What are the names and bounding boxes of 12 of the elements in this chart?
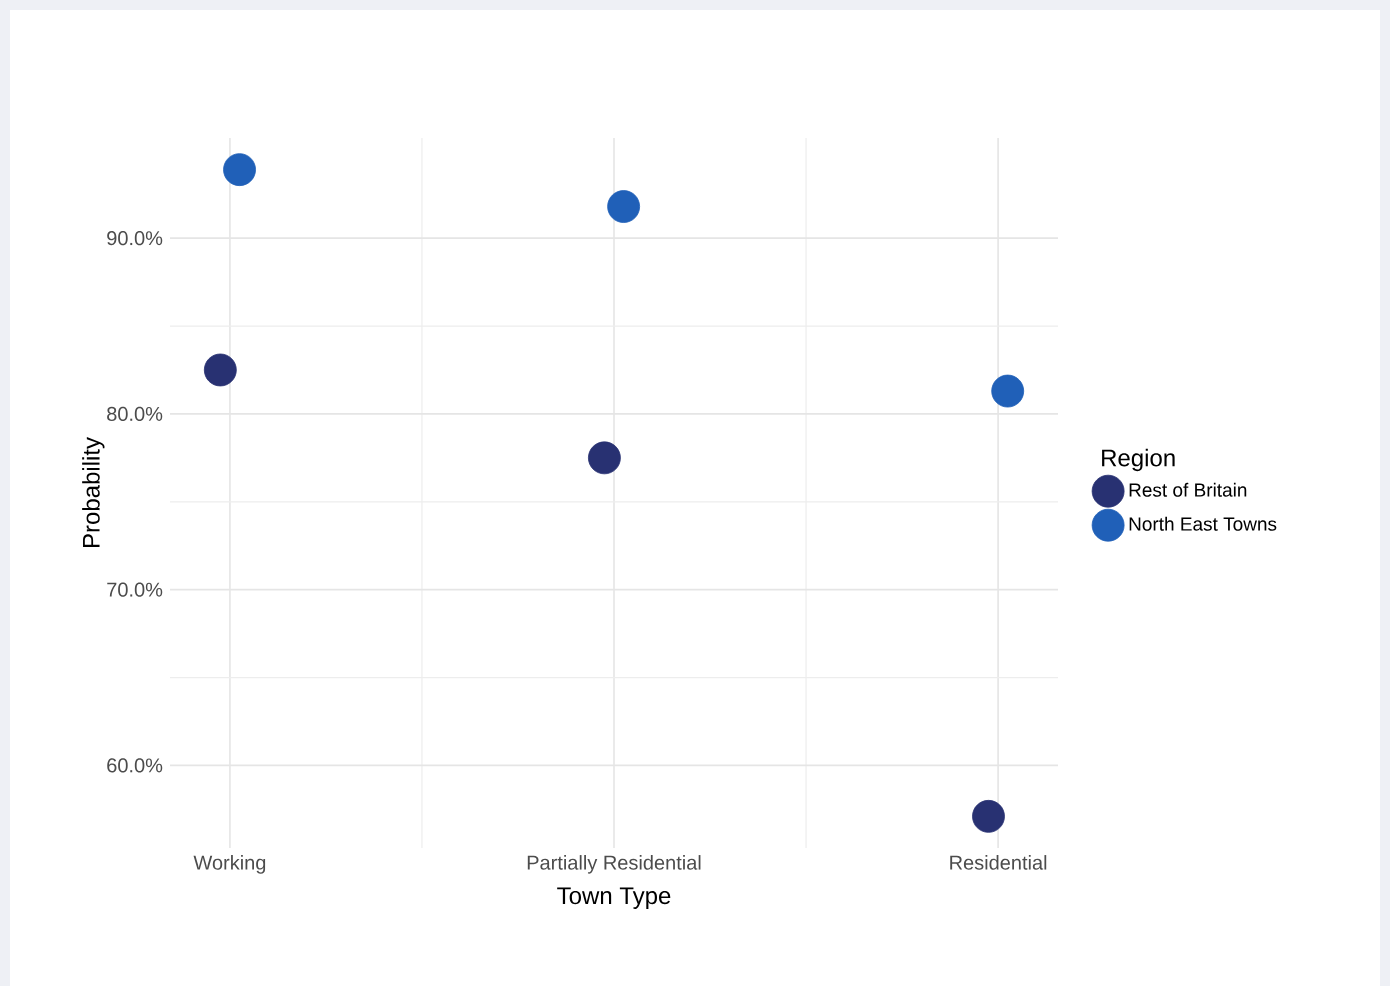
y-tick-label: 60.0%: [107, 758, 163, 773]
legend-label: North East Towns: [1129, 516, 1277, 531]
y-tick-label: 80.0%: [107, 406, 163, 421]
x-tick-label: Residential: [950, 855, 1047, 870]
legend-title: Region: [1102, 448, 1175, 472]
legend-label: Rest of Britain: [1129, 482, 1247, 497]
y-axis-title: Probability: [82, 437, 105, 548]
x-tick-label: Partially Residential: [527, 855, 701, 874]
y-tick-label: 90.0%: [107, 231, 163, 246]
y-tick-label: 70.0%: [107, 582, 163, 597]
x-axis-title: Town Type: [557, 887, 671, 909]
x-tick-label: Working: [193, 855, 266, 874]
